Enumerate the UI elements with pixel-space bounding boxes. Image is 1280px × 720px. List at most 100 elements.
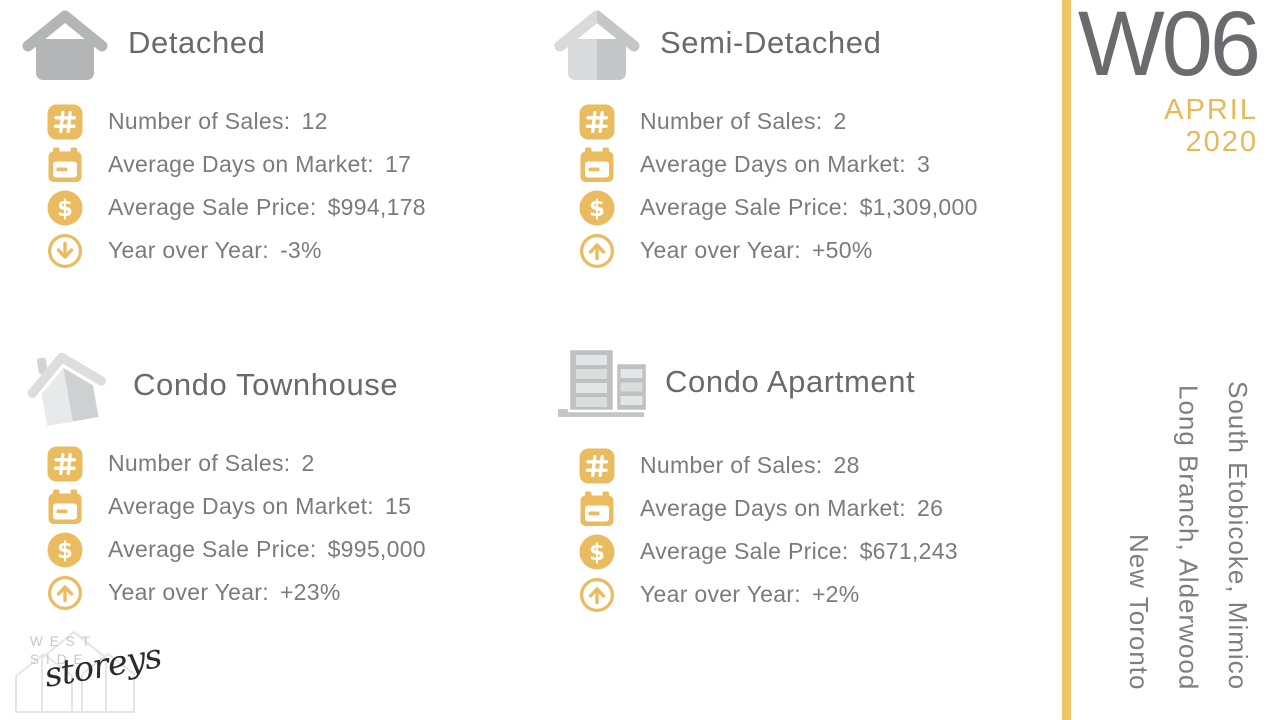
neighbourhood-item: South Etobicoke, Mimico — [1223, 380, 1253, 690]
stat-value: -3% — [279, 237, 322, 263]
hashtag-icon — [46, 445, 84, 483]
stat-average-price: $ Average Sale Price: $994,178 — [46, 186, 426, 229]
stat-value: +23% — [279, 579, 341, 605]
calendar-icon — [46, 488, 84, 526]
report-month: APRIL — [1164, 94, 1258, 127]
section-header: Condo Apartment — [552, 342, 915, 422]
stat-value: 3 — [917, 151, 931, 177]
logo-word-side: SIDE — [30, 652, 90, 667]
section-header: Semi-Detached — [552, 6, 881, 80]
arrow-up-circle-icon — [578, 576, 616, 614]
condo-townhouse-icon — [24, 349, 110, 426]
svg-text:$: $ — [57, 196, 73, 222]
stat-label: Average Days on Market: — [108, 151, 374, 177]
section-title: Condo Apartment — [665, 364, 916, 399]
stat-label: Average Sale Price: — [108, 536, 317, 562]
section-header: Detached — [20, 6, 266, 80]
stat-value: $671,243 — [859, 538, 958, 564]
stat-value: +2% — [811, 581, 860, 607]
stat-value: 2 — [301, 450, 315, 476]
stat-number-of-sales: Number of Sales: 2 — [46, 442, 426, 485]
stat-value: 28 — [833, 452, 860, 478]
calendar-icon — [578, 490, 616, 528]
stats-list: Number of Sales: 12 Average Days on Mark… — [46, 100, 426, 272]
arrow-down-circle-icon — [46, 232, 84, 270]
stat-label: Average Days on Market: — [108, 493, 374, 519]
condo-apartment-icon — [558, 347, 647, 417]
stat-label: Year over Year: — [108, 579, 269, 605]
logo-word-west: WEST — [30, 634, 97, 649]
stat-number-of-sales: Number of Sales: 2 — [578, 100, 978, 143]
stat-number-of-sales: Number of Sales: 28 — [578, 444, 958, 487]
hashtag-icon — [578, 447, 616, 485]
dollar-icon: $ — [578, 189, 616, 227]
detached-house-icon — [22, 10, 108, 80]
stat-number-of-sales: Number of Sales: 12 — [46, 100, 426, 143]
semi-detached-house-icon — [554, 10, 640, 80]
dollar-icon: $ — [46, 189, 84, 227]
stats-list: Number of Sales: 2 Average Days on Marke… — [46, 442, 426, 614]
stat-value: 15 — [385, 493, 412, 519]
stat-label: Number of Sales: — [108, 108, 291, 134]
svg-text:$: $ — [589, 196, 605, 222]
arrow-up-circle-icon — [578, 232, 616, 270]
stat-year-over-year: Year over Year: +23% — [46, 571, 426, 614]
stat-days-on-market: Average Days on Market: 17 — [46, 143, 426, 186]
stat-value: $1,309,000 — [859, 194, 978, 220]
section-header: Condo Townhouse — [20, 340, 398, 430]
stat-value: 12 — [301, 108, 328, 134]
section-detached: Detached Number of Sales: 12 Average Day… — [20, 6, 426, 268]
svg-text:$: $ — [589, 540, 605, 566]
stat-average-price: $ Average Sale Price: $1,309,000 — [578, 186, 978, 229]
svg-text:$: $ — [57, 538, 73, 564]
report-year: 2020 — [1185, 125, 1258, 158]
section-title: Detached — [128, 25, 266, 60]
stats-list: Number of Sales: 2 Average Days on Marke… — [578, 100, 978, 272]
stat-value: 2 — [833, 108, 847, 134]
stat-value: 26 — [917, 495, 944, 521]
stat-value: +50% — [811, 237, 873, 263]
stat-value: $995,000 — [327, 536, 426, 562]
section-title: Semi-Detached — [660, 25, 882, 60]
arrow-up-circle-icon — [46, 574, 84, 612]
stat-label: Average Days on Market: — [640, 495, 906, 521]
stat-label: Average Sale Price: — [640, 538, 849, 564]
stat-average-price: $ Average Sale Price: $995,000 — [46, 528, 426, 571]
stat-days-on-market: Average Days on Market: 3 — [578, 143, 978, 186]
dollar-icon: $ — [46, 531, 84, 569]
stat-value: 17 — [385, 151, 412, 177]
stat-label: Number of Sales: — [108, 450, 291, 476]
section-condo-townhouse: Condo Townhouse Number of Sales: 2 Avera… — [20, 340, 426, 610]
stat-label: Average Days on Market: — [640, 151, 906, 177]
stat-label: Average Sale Price: — [108, 194, 317, 220]
house-outlines-icon — [15, 631, 135, 713]
neighbourhood-list: South Etobicoke, Mimico Long Branch, Ald… — [1114, 330, 1262, 690]
calendar-icon — [46, 146, 84, 184]
calendar-icon — [578, 146, 616, 184]
accent-divider-bar — [1062, 0, 1071, 720]
stats-list: Number of Sales: 28 Average Days on Mark… — [578, 444, 958, 616]
stat-days-on-market: Average Days on Market: 26 — [578, 487, 958, 530]
neighbourhood-item: New Toronto — [1124, 533, 1155, 691]
section-semi-detached: Semi-Detached Number of Sales: 2 Average… — [552, 6, 977, 268]
hashtag-icon — [578, 103, 616, 141]
stat-year-over-year: Year over Year: +2% — [578, 573, 958, 616]
section-title: Condo Townhouse — [133, 367, 399, 402]
stat-label: Number of Sales: — [640, 452, 823, 478]
stat-label: Year over Year: — [108, 237, 269, 263]
stat-label: Average Sale Price: — [640, 194, 849, 220]
stat-year-over-year: Year over Year: -3% — [46, 229, 426, 272]
westside-storeys-logo: WEST SIDE storeys — [8, 620, 164, 718]
section-condo-apartment: Condo Apartment Number of Sales: 28 Aver… — [552, 342, 958, 612]
region-code: W06 — [1077, 0, 1261, 95]
stat-value: $994,178 — [327, 194, 426, 220]
neighbourhood-item: Long Branch, Alderwood — [1173, 384, 1204, 690]
stat-days-on-market: Average Days on Market: 15 — [46, 485, 426, 528]
dollar-icon: $ — [578, 533, 616, 571]
stat-label: Year over Year: — [640, 581, 801, 607]
stat-label: Number of Sales: — [640, 108, 823, 134]
region-header: W06 APRIL 2020 — [1077, 0, 1261, 158]
stat-year-over-year: Year over Year: +50% — [578, 229, 978, 272]
stat-average-price: $ Average Sale Price: $671,243 — [578, 530, 958, 573]
hashtag-icon — [46, 103, 84, 141]
